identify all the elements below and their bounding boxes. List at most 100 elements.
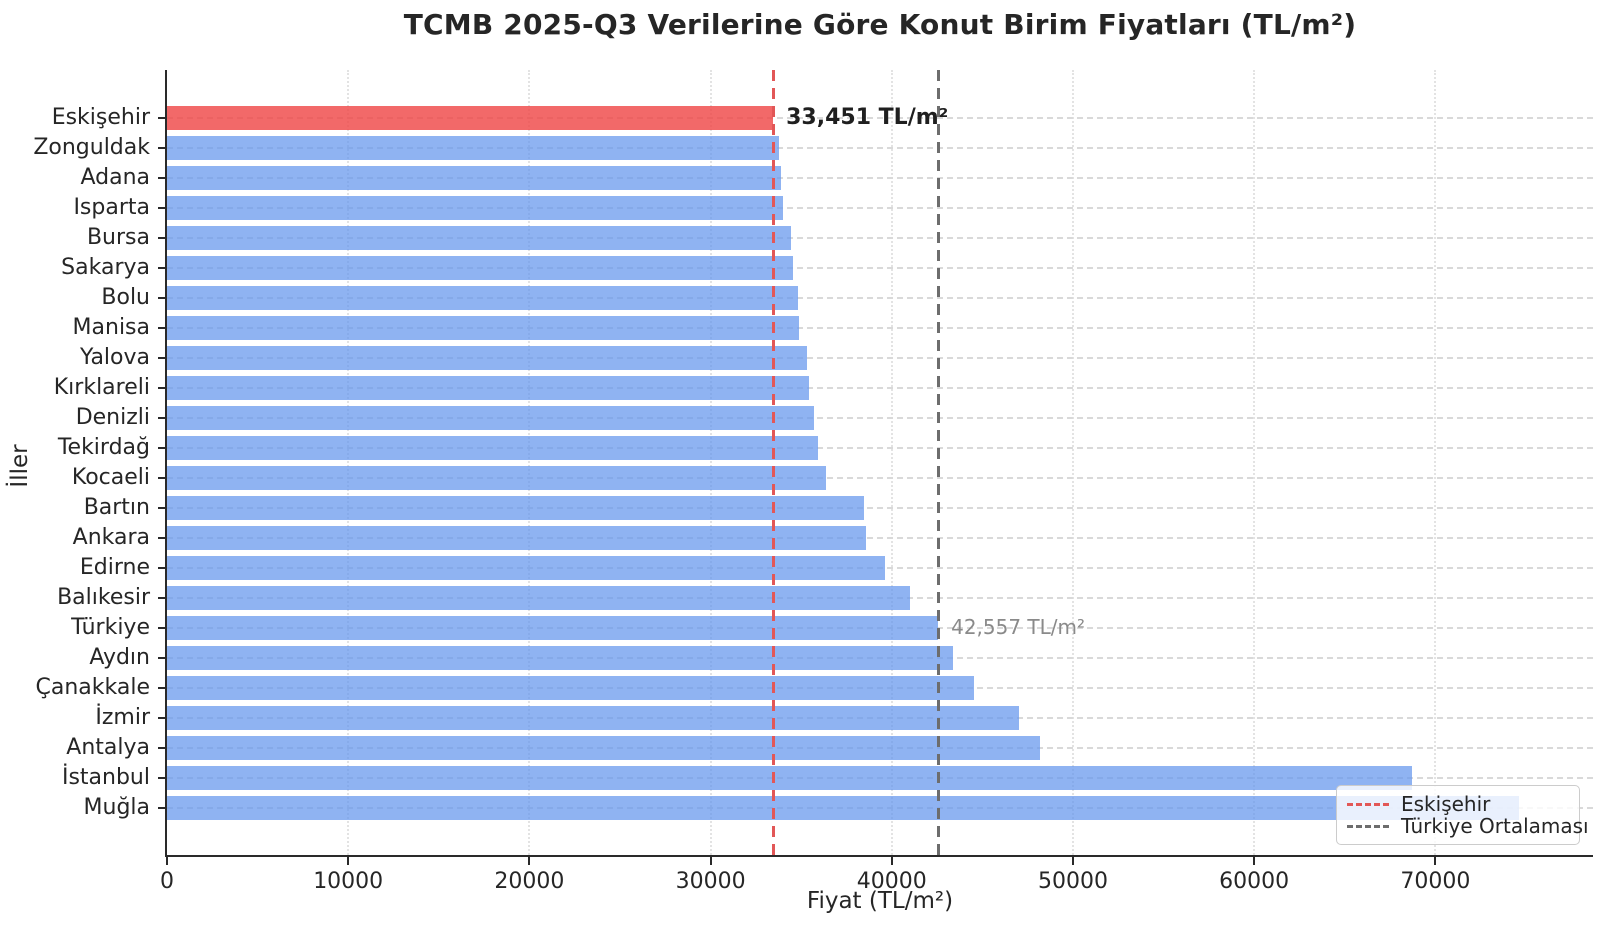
- bar-aydin: [167, 646, 954, 671]
- y-tick-label-manisa: Manisa: [72, 314, 150, 340]
- y-tick-mark: [158, 476, 165, 479]
- y-tick-label-i-stanbul: İstanbul: [61, 765, 150, 791]
- x-tick-label-30000: 30000: [675, 869, 746, 894]
- x-axis-spine: [165, 855, 1593, 857]
- bar-denizli: [167, 405, 814, 430]
- y-tick-mark: [158, 537, 165, 540]
- bar-tekirdag: [167, 435, 818, 460]
- gray-dashed-line-sample: [1347, 824, 1389, 828]
- bar-canakkale: [167, 676, 975, 701]
- y-tick-label-denizli: Denizli: [75, 404, 150, 430]
- bar-mugla: [167, 796, 1519, 821]
- horizontal-gridline: [167, 176, 1593, 179]
- y-tick-label-eskisehir: Eskişehir: [51, 104, 150, 130]
- y-tick-mark: [158, 386, 165, 389]
- y-tick-label-bartin: Bartın: [83, 495, 150, 521]
- bar-manisa: [167, 315, 800, 340]
- x-tick-label-0: 0: [160, 869, 174, 894]
- horizontal-gridline: [167, 537, 1593, 540]
- y-tick-label-yalova: Yalova: [80, 344, 150, 370]
- y-tick-label-isparta: Isparta: [73, 194, 150, 220]
- y-tick-label-antalya: Antalya: [66, 735, 150, 761]
- horizontal-gridline: [167, 356, 1593, 359]
- bar-sakarya: [167, 255, 794, 280]
- legend-label: Türkiye Ortalaması: [1401, 814, 1589, 838]
- vertical-gridline: [890, 70, 893, 855]
- x-tick-mark: [347, 857, 350, 865]
- horizontal-gridline: [167, 206, 1593, 209]
- bar-bartin: [167, 496, 864, 521]
- x-tick-mark: [166, 857, 168, 865]
- bar-kocaeli: [167, 465, 826, 490]
- vertical-gridline: [1434, 70, 1437, 855]
- bar-antalya: [167, 736, 1040, 761]
- vertical-gridline: [347, 70, 350, 855]
- y-tick-mark: [158, 416, 165, 419]
- x-tick-mark: [1434, 857, 1437, 865]
- bar-zonguldak: [167, 135, 780, 160]
- horizontal-gridline: [167, 146, 1593, 149]
- horizontal-gridline: [167, 416, 1593, 419]
- y-tick-label-canakkale: Çanakkale: [35, 675, 151, 701]
- y-tick-mark: [158, 356, 165, 359]
- horizontal-gridline: [167, 296, 1593, 299]
- y-tick-mark: [158, 597, 165, 600]
- y-tick-mark: [158, 116, 165, 119]
- x-tick-mark: [528, 857, 531, 865]
- y-tick-label-zonguldak: Zonguldak: [33, 134, 150, 160]
- bar-kirklareli: [167, 375, 809, 400]
- legend-label: Eskişehir: [1401, 792, 1491, 816]
- y-tick-mark: [158, 176, 165, 179]
- x-tick-mark: [1071, 857, 1074, 865]
- plot-area: Eskişehir Zonguldak Adana Isparta Bursa Sakar…: [33, 70, 1593, 894]
- legend: Eskişehir Türkiye Ortalaması: [1336, 785, 1589, 845]
- y-tick-label-aydin: Aydın: [89, 645, 150, 671]
- y-tick-label-edirne: Edirne: [79, 555, 150, 581]
- x-tick-label-20000: 20000: [494, 869, 565, 894]
- legend-entry-eskisehir: Eskişehir: [1347, 792, 1567, 816]
- y-tick-mark: [158, 807, 165, 810]
- bar-adana: [167, 165, 781, 190]
- y-tick-mark: [158, 507, 165, 510]
- horizontal-gridline: [167, 476, 1593, 479]
- bar-isparta: [167, 195, 784, 220]
- y-tick-label-adana: Adana: [80, 164, 150, 190]
- horizontal-gridline: [167, 236, 1593, 239]
- y-axis-spine: [165, 70, 167, 855]
- horizontal-gridline: [167, 116, 1593, 119]
- vertical-gridline: [709, 70, 712, 855]
- x-tick-label-40000: 40000: [856, 869, 927, 894]
- y-tick-mark: [158, 627, 165, 630]
- horizontal-gridline: [167, 507, 1593, 510]
- y-tick-label-ankara: Ankara: [72, 525, 150, 551]
- y-tick-mark: [158, 446, 165, 449]
- x-axis-label: Fiyat (TL/m²): [806, 888, 954, 914]
- bar-balikesir: [167, 586, 911, 611]
- x-tick-label-10000: 10000: [313, 869, 384, 894]
- bar-i-zmir: [167, 706, 1020, 731]
- bar-yalova: [167, 345, 808, 370]
- reference-line-eskisehir: [771, 70, 775, 855]
- y-tick-mark: [158, 296, 165, 299]
- y-tick-mark: [158, 777, 165, 780]
- annotation-eskisehir-value: 33,451 TL/m²: [786, 104, 949, 130]
- vertical-gridline: [1071, 70, 1074, 855]
- vertical-gridline: [1253, 70, 1256, 855]
- red-dashed-line-sample: [1347, 802, 1389, 806]
- y-tick-label-bolu: Bolu: [101, 284, 150, 310]
- y-tick-mark: [158, 687, 165, 690]
- y-tick-label-kocaeli: Kocaeli: [71, 464, 150, 490]
- bar-i-stanbul: [167, 766, 1413, 791]
- chart-title: TCMB 2025-Q3 Verilerine Göre Konut Birim…: [403, 8, 1357, 41]
- annotation-turkiye-value: 42,557 TL/m²: [951, 615, 1086, 640]
- x-tick-label-50000: 50000: [1037, 869, 1108, 894]
- x-tick-mark: [709, 857, 712, 865]
- y-tick-label-balikesir: Balıkesir: [57, 585, 150, 611]
- y-tick-mark: [158, 266, 165, 269]
- horizontal-gridline: [167, 386, 1593, 389]
- y-tick-mark: [158, 747, 165, 750]
- y-tick-mark: [158, 567, 165, 570]
- x-tick-label-60000: 60000: [1219, 869, 1290, 894]
- bar-turkiye: [167, 616, 939, 641]
